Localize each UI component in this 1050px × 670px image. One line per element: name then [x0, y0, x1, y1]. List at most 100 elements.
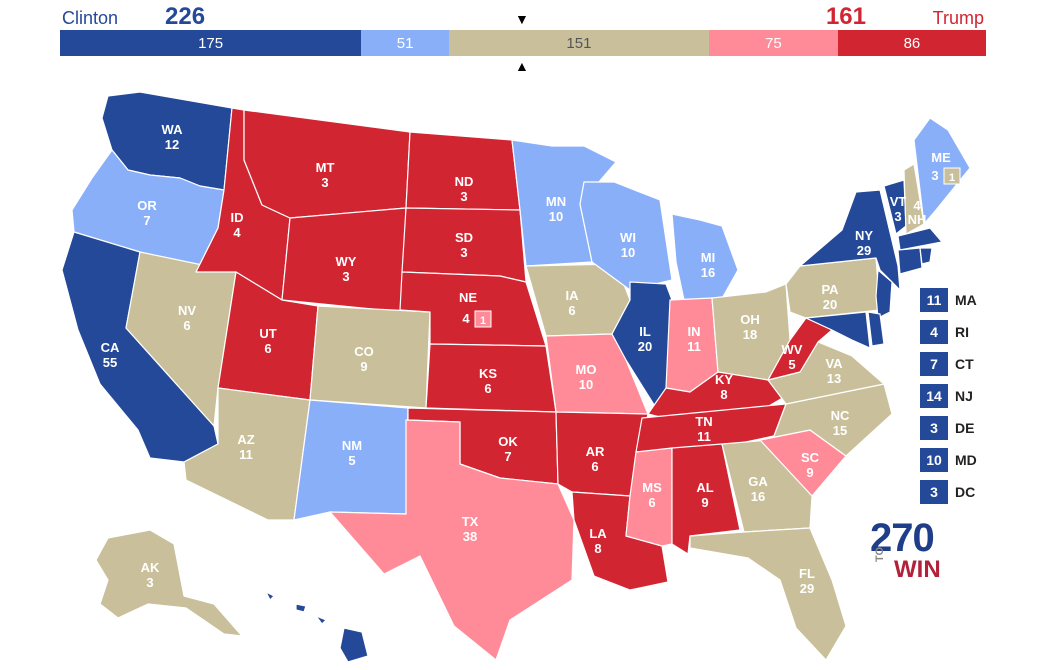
- bar-segment-lean-dem[interactable]: 51: [361, 30, 449, 56]
- small-state-ev: 3: [920, 416, 948, 440]
- state-tx[interactable]: [329, 419, 575, 661]
- state-label-oh: OH: [740, 312, 760, 327]
- state-label-la: LA: [589, 526, 607, 541]
- small-state-abbr: DE: [955, 420, 975, 436]
- state-label-id: ID: [231, 210, 244, 225]
- state-ev-ny: 29: [857, 243, 871, 258]
- state-label-pa: PA: [821, 282, 839, 297]
- state-label-va: VA: [825, 356, 843, 371]
- small-state-ri[interactable]: 4 RI: [920, 320, 969, 344]
- small-state-nj[interactable]: 14 NJ: [920, 384, 973, 408]
- state-label-ak: AK: [141, 560, 160, 575]
- state-label-vt: VT: [890, 194, 907, 209]
- state-label-tx: TX: [462, 514, 479, 529]
- small-state-ma[interactable]: 11 MA: [920, 288, 977, 312]
- me-district-box[interactable]: [943, 167, 961, 185]
- state-md[interactable]: [805, 311, 871, 349]
- state-label-il: IL: [639, 324, 651, 339]
- state-label-ut: UT: [259, 326, 276, 341]
- state-ev-fl: 29: [800, 581, 814, 596]
- state-ev-ak: 3: [146, 575, 153, 590]
- state-label-ia: IA: [566, 288, 580, 303]
- bar-segment-label: 75: [765, 34, 782, 52]
- state-label-nc: NC: [831, 408, 850, 423]
- state-label-ks: KS: [479, 366, 497, 381]
- state-label-mi: MI: [701, 250, 715, 265]
- state-ev-ne: 4: [462, 311, 470, 326]
- state-ev-me: 3: [931, 168, 938, 183]
- state-de[interactable]: [867, 311, 885, 347]
- bar-segment-label: 151: [566, 34, 592, 52]
- bar-segment-lean-rep[interactable]: 75: [708, 30, 838, 56]
- state-ct[interactable]: [897, 247, 923, 275]
- bar-segment-safe-dem[interactable]: 175: [60, 30, 362, 56]
- state-ev-pa: 20: [823, 297, 837, 312]
- state-ev-nc: 15: [833, 423, 847, 438]
- bar-segment-safe-rep[interactable]: 86: [837, 30, 986, 56]
- state-label-sc: SC: [801, 450, 820, 465]
- small-state-abbr: NJ: [955, 388, 973, 404]
- state-ma[interactable]: [897, 227, 943, 251]
- state-label-sd: SD: [455, 230, 473, 245]
- state-ev-ar: 6: [591, 459, 598, 474]
- state-tn[interactable]: [635, 403, 787, 453]
- state-ev-ok: 7: [504, 449, 511, 464]
- state-ev-or: 7: [143, 213, 150, 228]
- state-ev-sd: 3: [460, 245, 467, 260]
- state-ev-mn: 10: [549, 209, 563, 224]
- state-fl[interactable]: [689, 527, 847, 661]
- state-ev-nv: 6: [183, 318, 190, 333]
- state-ev-nd: 3: [460, 189, 467, 204]
- state-label-wv: WV: [782, 342, 803, 357]
- state-hi[interactable]: [339, 627, 369, 663]
- small-state-abbr: MD: [955, 452, 977, 468]
- state-ev-ms: 6: [648, 495, 655, 510]
- ne-district-box[interactable]: [474, 310, 492, 328]
- state-ev-il: 20: [638, 339, 652, 354]
- bar-segment-label: 86: [903, 34, 921, 52]
- state-label-hi: HI: [316, 630, 329, 645]
- state-label-mn: MN: [546, 194, 566, 209]
- bar-segment-label: 175: [198, 34, 224, 52]
- state-ak[interactable]: [95, 529, 243, 637]
- state-ev-mi: 16: [701, 265, 715, 280]
- state-label-wy: WY: [336, 254, 357, 269]
- small-state-ev: 7: [920, 352, 948, 376]
- state-ev-wi: 10: [621, 245, 635, 260]
- small-state-ev: 14: [920, 384, 948, 408]
- state-ny[interactable]: [799, 189, 901, 291]
- small-state-ct[interactable]: 7 CT: [920, 352, 974, 376]
- state-ev-wa: 12: [165, 137, 179, 152]
- state-ev-ky: 8: [720, 387, 727, 402]
- small-state-md[interactable]: 10 MD: [920, 448, 977, 472]
- ne-district-ev: 1: [480, 315, 486, 327]
- threshold-marker-top-icon: ▼: [515, 11, 529, 27]
- bar-segment-tossup[interactable]: 151: [448, 30, 709, 56]
- state-nj[interactable]: [875, 269, 893, 319]
- state-ev-ia: 6: [568, 303, 575, 318]
- state-label-ny: NY: [855, 228, 873, 243]
- bar-segment-label: 51: [396, 34, 414, 52]
- state-label-ky: KY: [715, 372, 733, 387]
- state-label-ms: MS: [642, 480, 662, 495]
- state-ev-sc: 9: [806, 465, 813, 480]
- small-state-de[interactable]: 3 DE: [920, 416, 974, 440]
- state-label-ca: CA: [101, 340, 120, 355]
- state-label-wa: WA: [162, 122, 184, 137]
- state-ev-ca: 55: [103, 355, 117, 370]
- 270towin-logo[interactable]: 270 TO WIN: [870, 516, 941, 583]
- logo-number: 270: [870, 516, 935, 560]
- state-ev-va: 13: [827, 371, 841, 386]
- state-ev-tx: 38: [463, 529, 477, 544]
- state-ev-ks: 6: [484, 381, 491, 396]
- state-ev-ga: 16: [751, 489, 765, 504]
- clinton-name: Clinton: [62, 8, 119, 28]
- state-ev-nh: 4: [913, 198, 921, 213]
- state-ev-in: 11: [687, 339, 701, 354]
- state-ri[interactable]: [919, 247, 933, 265]
- state-me[interactable]: [913, 117, 971, 225]
- small-state-dc[interactable]: 3 DC: [920, 480, 975, 504]
- state-mi[interactable]: [671, 213, 739, 303]
- small-state-abbr: MA: [955, 292, 977, 308]
